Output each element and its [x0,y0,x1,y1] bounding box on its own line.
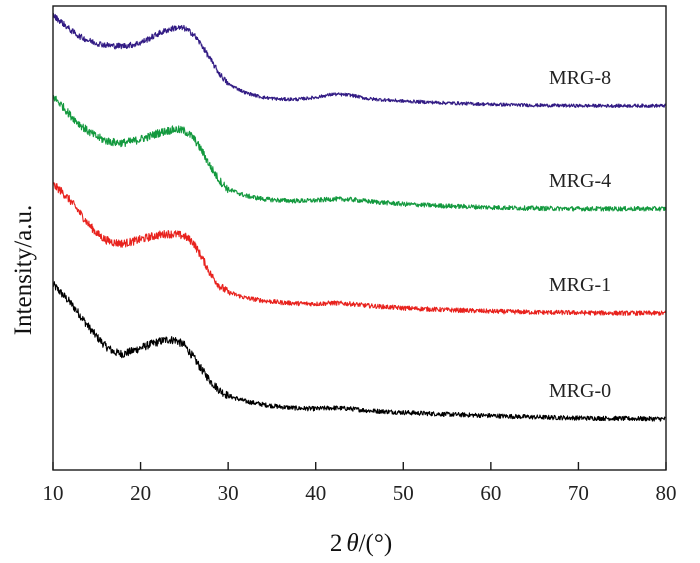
x-tick-label: 30 [218,481,239,505]
x-tick-label: 80 [656,481,677,505]
series-label-mrg-0: MRG-0 [549,380,611,402]
series-line-mrg-0 [52,281,667,422]
x-tick-label: 50 [393,481,414,505]
series-label-layer: MRG-0 MRG-1 MRG-4 MRG-8 [549,67,611,402]
x-tick-label: 60 [480,481,501,505]
x-axis-label-suffix: /(°) [359,530,393,557]
x-tick-label: 70 [568,481,589,505]
x-tick-label: 20 [130,481,151,505]
series-line-mrg-8 [52,12,667,108]
series-line-mrg-4 [52,94,667,212]
series-line-mrg-1 [52,182,667,316]
series-label-mrg-4: MRG-4 [549,170,611,192]
x-axis-label-symbol: θ [346,530,358,557]
x-axis-label-prefix: 2 [330,530,343,557]
series-label-mrg-1: MRG-1 [549,274,611,296]
x-tick-label: 10 [43,481,64,505]
plot-frame [52,5,667,471]
y-axis-label: Intensity/a.u. [10,205,37,336]
x-axis-label: 2 θ/(°) [330,530,392,557]
series-label-mrg-8: MRG-8 [549,67,611,89]
x-tick-layer: 10 20 30 40 50 60 70 80 [43,462,677,505]
series-layer [52,12,667,422]
x-tick-label: 40 [305,481,326,505]
